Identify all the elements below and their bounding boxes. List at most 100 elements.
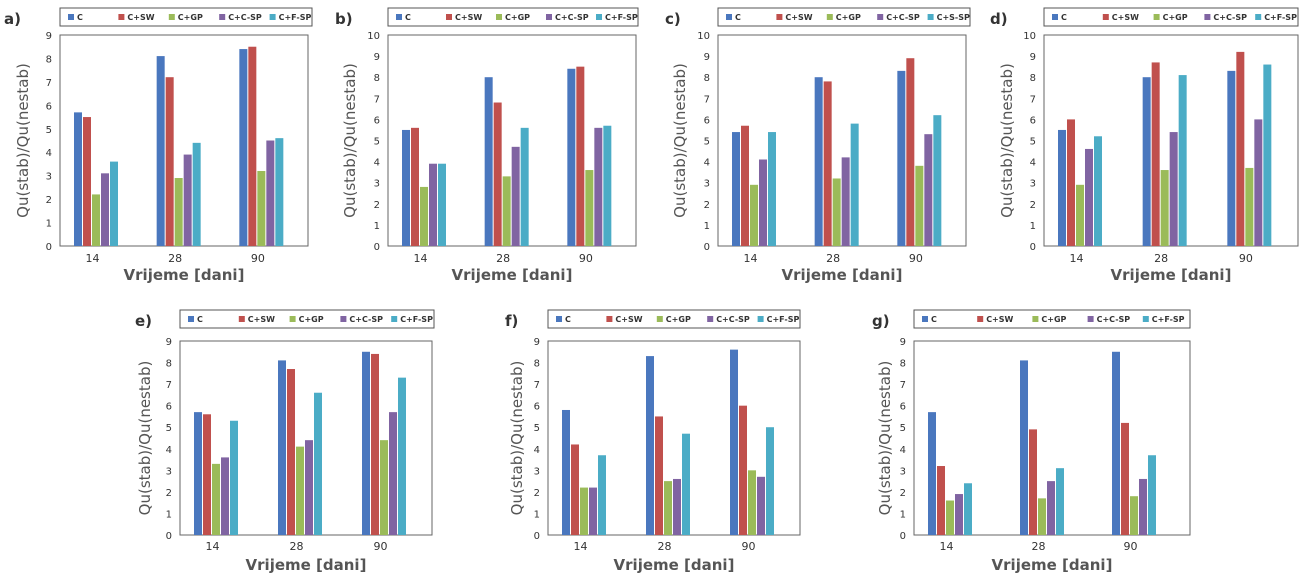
bar-c-90 — [730, 349, 738, 535]
y-tick-label: 4 — [1030, 158, 1036, 169]
bar-c-gp-28 — [502, 176, 511, 246]
bar-c-f-sp-28 — [314, 392, 322, 535]
legend-entry: C+C-SP — [349, 315, 383, 324]
y-tick-label: 5 — [704, 137, 710, 148]
bar-c-f-sp-90 — [1148, 455, 1156, 535]
x-axis-label: Vrijeme [dani] — [452, 266, 573, 284]
chart-panel-b: b) C C+SW C+GP C+C-SP C+F-SP 0 1 2 3 4 5 6 7 8 9 10 14 28 9… — [335, 7, 639, 284]
bar-c-gp-90 — [380, 440, 388, 535]
y-tick-label: 4 — [166, 445, 172, 456]
y-tick-label: 4 — [46, 148, 52, 159]
y-tick-label: 10 — [367, 31, 380, 42]
x-tick-label: 14 — [86, 252, 100, 265]
bar-c-f-sp-14 — [964, 483, 972, 535]
bar-c-c-sp-90 — [1254, 119, 1263, 246]
bar-c-f-sp-14 — [438, 163, 446, 246]
bar-c-c-sp-14 — [955, 494, 963, 535]
panel-label: c) — [665, 10, 681, 28]
chart-panel-d: d) C C+SW C+GP C+C-SP C+F-SP 0 1 2 3 4 5 6 7 8 9 10 14 28 9… — [990, 7, 1299, 284]
bar-c-gp-14 — [946, 500, 954, 535]
legend-swatch — [446, 14, 452, 20]
legend-entry: C+GP — [299, 315, 324, 324]
y-tick-label: 1 — [374, 221, 380, 232]
legend: C C+SW C+GP C+C-SP C+F-SP — [387, 7, 639, 27]
bar-c-90 — [239, 49, 248, 246]
y-axis-label: Qu(stab)/Qu(nestab) — [998, 63, 1016, 218]
bar-c-28 — [814, 77, 823, 246]
bar-c-c-sp-90 — [1139, 478, 1147, 535]
legend-entry: C+GP — [1163, 13, 1188, 22]
legend-box — [59, 7, 313, 27]
y-tick-label: 10 — [697, 31, 710, 42]
y-tick-label: 3 — [900, 466, 906, 477]
legend-entry: C — [1061, 13, 1067, 22]
y-tick-label: 5 — [374, 137, 380, 148]
y-tick-label: 8 — [46, 54, 52, 65]
y-tick-label: 7 — [704, 94, 710, 105]
legend-swatch — [340, 316, 347, 322]
bar-c-gp-14 — [580, 487, 588, 535]
bar-c-gp-28 — [1038, 498, 1046, 535]
legend-swatch — [269, 14, 276, 20]
legend-swatch — [1052, 14, 1058, 20]
legend-swatch — [1102, 14, 1109, 20]
legend-swatch — [118, 14, 125, 20]
bar-c-gp-14 — [420, 186, 428, 246]
bar-c-sw-90 — [248, 46, 257, 246]
legend-entry: C+C-SP — [716, 315, 750, 324]
bar-c-f-sp-90 — [1263, 64, 1272, 246]
legend-entry: C — [77, 13, 83, 22]
bar-c-gp-90 — [1245, 167, 1254, 246]
bar-c-90 — [1112, 351, 1120, 535]
bar-c-f-sp-14 — [598, 455, 606, 535]
legend-swatch — [556, 316, 562, 322]
legend-swatch — [1255, 14, 1262, 20]
bar-c-sw-14 — [83, 117, 91, 246]
legend-entry: C+SW — [1112, 13, 1139, 22]
legend-swatch — [656, 316, 663, 322]
bar-c-28 — [278, 360, 286, 535]
bar-c-c-sp-90 — [757, 476, 765, 535]
bar-c-f-sp-28 — [520, 127, 529, 246]
y-tick-label: 7 — [1030, 94, 1036, 105]
legend: C C+SW C+GP C+C-SP C+F-SP — [1043, 7, 1299, 27]
x-tick-label: 28 — [1032, 540, 1046, 553]
y-tick-label: 2 — [704, 200, 710, 211]
bar-c-c-sp-90 — [389, 412, 397, 535]
bar-c-14 — [194, 412, 202, 535]
y-tick-label: 5 — [46, 125, 52, 136]
x-tick-label: 90 — [579, 252, 593, 265]
y-axis-label: Qu(stab)/Qu(nestab) — [876, 361, 894, 516]
bar-c-14 — [732, 132, 740, 246]
legend-entry: C+SW — [615, 315, 642, 324]
bar-c-c-sp-28 — [183, 154, 192, 246]
bar-c-c-sp-14 — [101, 173, 109, 246]
bar-c-f-sp-90 — [275, 138, 284, 246]
legend-swatch — [1142, 316, 1149, 322]
bar-c-sw-14 — [571, 444, 579, 535]
bar-c-sw-90 — [906, 58, 915, 247]
panel-label: g) — [872, 312, 890, 330]
legend-entry: C+C-SP — [228, 13, 262, 22]
y-tick-label: 9 — [46, 31, 52, 42]
chart-panel-f: f) C C+SW C+GP C+C-SP C+F-SP 0 1 2 3 4 5 6 7 8 9 14 28 90 V… — [505, 309, 801, 574]
legend-swatch — [922, 316, 928, 322]
bar-c-14 — [402, 129, 410, 246]
x-tick-label: 90 — [251, 252, 265, 265]
bar-c-f-sp-14 — [230, 420, 238, 535]
legend: C C+SW C+GP C+C-SP C+F-SP — [913, 309, 1191, 329]
legend-entry: C — [197, 315, 203, 324]
bar-c-sw-28 — [1029, 429, 1037, 535]
x-tick-label: 14 — [940, 540, 954, 553]
y-tick-label: 7 — [900, 380, 906, 391]
bar-c-sw-90 — [576, 66, 585, 247]
y-tick-label: 8 — [900, 359, 906, 370]
y-tick-label: 0 — [166, 531, 172, 542]
legend-entry: C+GP — [178, 13, 203, 22]
legend-entry: C+SW — [455, 13, 482, 22]
legend-swatch — [1087, 316, 1094, 322]
y-tick-label: 6 — [46, 101, 52, 112]
legend-entry: C+SW — [986, 315, 1013, 324]
legend-swatch — [606, 316, 613, 322]
panel-label: b) — [335, 10, 353, 28]
